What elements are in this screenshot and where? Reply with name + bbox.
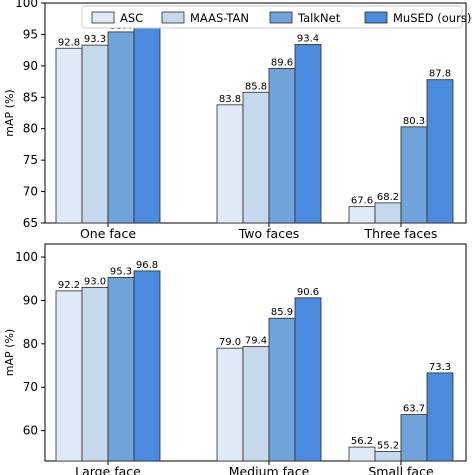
bar: [216, 347, 244, 462]
bar: [242, 346, 270, 462]
y-tick-label: 90: [23, 59, 38, 73]
bar: [216, 104, 244, 224]
bar: [348, 446, 376, 462]
bar: [400, 126, 428, 224]
legend: ASC MAAS-TAN TalkNet MuSED (ours): [81, 5, 471, 29]
legend-label: TalkNet: [297, 11, 341, 25]
y-tick-label: 100: [15, 0, 38, 10]
value-label: 79.4: [245, 335, 267, 346]
bar: [426, 372, 454, 462]
bar: [294, 44, 322, 224]
y-tick-label: 70: [23, 380, 38, 394]
value-label: 93.4: [297, 33, 319, 44]
bar: [55, 47, 83, 224]
bar: [426, 79, 454, 224]
y-tick-label: 100: [15, 250, 38, 264]
chart-panel-2: 60 70 80 90 100 mAP (%) Large face 92.2 93.0 95.3…: [3, 243, 467, 475]
value-label: 63.7: [403, 404, 425, 415]
bar: [133, 270, 161, 462]
value-label: 67.6: [351, 196, 373, 207]
y-axis-label: mAP (%): [3, 329, 16, 376]
y-tick-label: 65: [23, 216, 38, 230]
bar: [55, 290, 83, 462]
value-label: 92.2: [58, 280, 80, 291]
value-label: 68.2: [377, 192, 399, 203]
bar: [374, 451, 402, 462]
y-tick-label: 85: [23, 90, 38, 104]
value-label: 85.9: [271, 307, 293, 318]
bar: [242, 91, 270, 224]
value-label: 89.6: [271, 57, 293, 68]
value-label: 92.8: [58, 37, 80, 48]
legend-label: MAAS-TAN: [190, 11, 249, 25]
y-tick-label: 60: [23, 424, 38, 438]
value-label: 93.3: [84, 34, 106, 45]
legend-label: MuSED (ours): [393, 11, 471, 25]
legend-swatch: [269, 11, 293, 24]
bar: [107, 277, 135, 462]
value-label: 73.3: [429, 362, 451, 373]
y-tick-label: 80: [23, 122, 38, 136]
value-label: 79.0: [219, 337, 241, 348]
bar: [348, 206, 376, 224]
bar: [268, 67, 296, 224]
value-label: 87.8: [429, 69, 451, 80]
bar: [268, 317, 296, 462]
category-label: Three faces: [364, 226, 438, 241]
legend-swatch: [91, 11, 115, 24]
value-label: 55.2: [377, 440, 399, 451]
bar: [133, 23, 161, 224]
bar: [107, 31, 135, 224]
value-label: 95.3: [110, 266, 132, 277]
bar: [400, 414, 428, 462]
value-label: 90.6: [297, 287, 319, 298]
y-tick-label: 70: [23, 185, 38, 199]
legend-label: ASC: [120, 11, 143, 25]
value-label: 93.0: [84, 276, 106, 287]
bar: [81, 286, 109, 462]
y-tick-label: 80: [23, 337, 38, 351]
chart-panel-1: 65 70 75 80 85 90 95 100 mAP (%) One face 92.8 93.3…: [3, 0, 471, 241]
category-label: One face: [80, 226, 136, 241]
value-label: 56.2: [351, 436, 373, 447]
bar: [81, 44, 109, 224]
legend-swatch: [364, 11, 388, 24]
value-label: 85.8: [245, 81, 267, 92]
category-label: Two faces: [238, 226, 300, 241]
bar: [374, 202, 402, 224]
category-label: Small face: [368, 464, 434, 475]
legend-swatch: [161, 11, 185, 24]
value-label: 96.8: [136, 260, 158, 271]
y-axis-label: mAP (%): [3, 89, 16, 136]
category-label: Medium face: [229, 464, 310, 475]
y-tick-label: 95: [23, 27, 38, 41]
value-label: 83.8: [219, 94, 241, 105]
y-tick-label: 90: [23, 293, 38, 307]
bar: [294, 297, 322, 462]
category-label: Large face: [75, 464, 141, 475]
y-tick-label: 75: [23, 153, 38, 167]
value-label: 80.3: [403, 116, 425, 127]
